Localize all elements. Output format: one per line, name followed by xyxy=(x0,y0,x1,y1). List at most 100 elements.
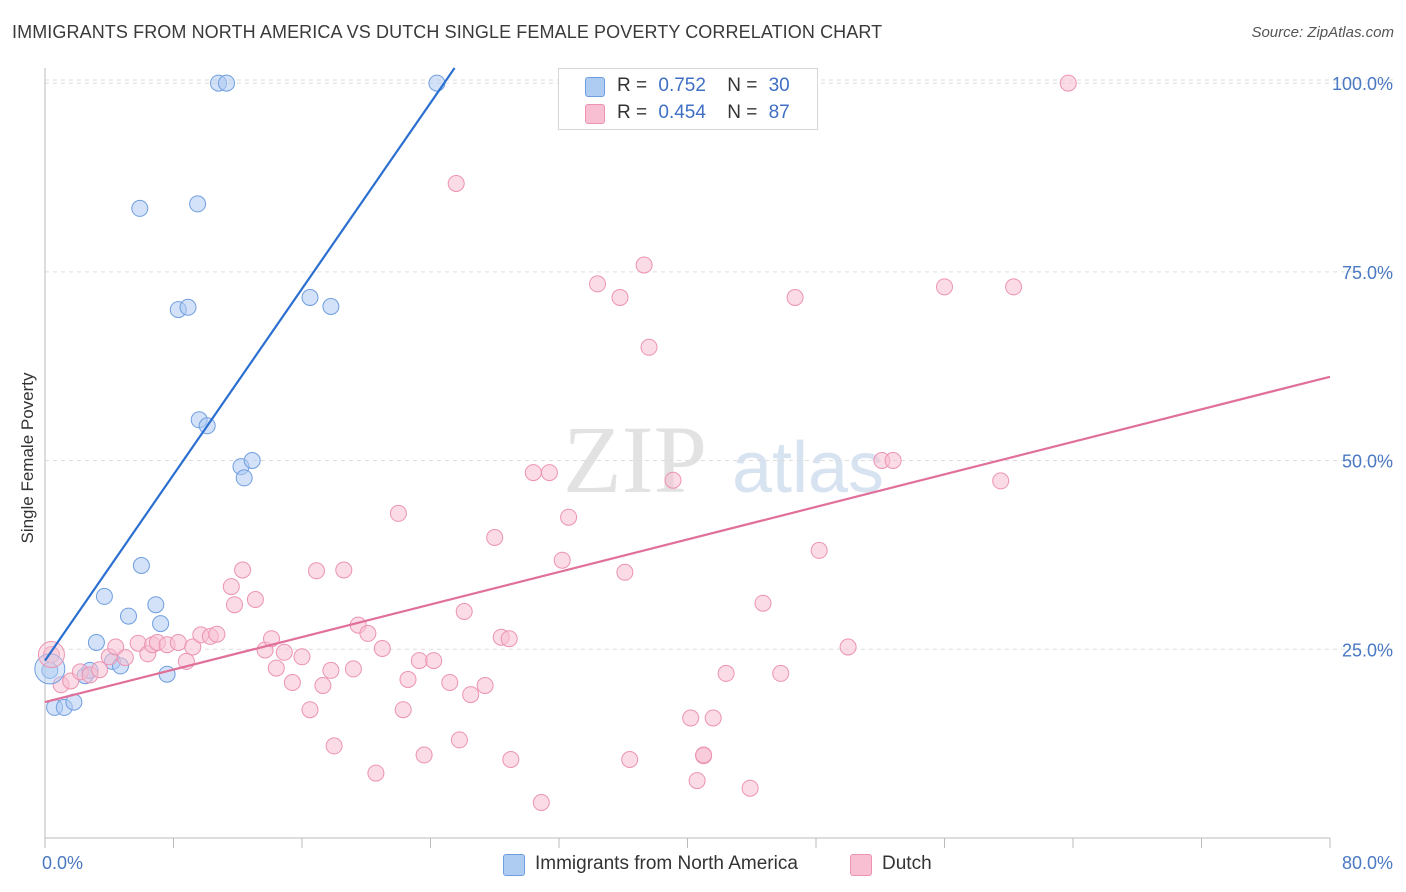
point-series2-43 xyxy=(399,671,417,688)
legend-r-value-series1: 0.752 xyxy=(658,75,706,96)
point-series1-6 xyxy=(87,634,105,651)
point-series2-58 xyxy=(540,464,558,482)
point-series2-14 xyxy=(169,634,187,651)
bottom-legend: Immigrants from North America Dutch xyxy=(0,852,1406,878)
point-cluster-series2 xyxy=(37,641,65,669)
point-series2-41 xyxy=(389,504,407,522)
point-series2-66 xyxy=(640,338,658,356)
point-series2-63 xyxy=(616,563,634,581)
point-series2-65 xyxy=(635,256,653,274)
point-series2-78 xyxy=(839,638,857,656)
point-series2-69 xyxy=(688,772,706,790)
point-series2-22 xyxy=(234,561,252,579)
point-series2-62 xyxy=(611,289,629,306)
point-series2-32 xyxy=(314,677,332,694)
point-series2-77 xyxy=(810,541,828,559)
point-series2-86 xyxy=(500,630,518,648)
point-series2-16 xyxy=(184,638,202,656)
point-series2-47 xyxy=(441,674,459,691)
bottom-legend-label-series1: Immigrants from North America xyxy=(535,853,798,874)
point-series2-76 xyxy=(786,289,804,306)
point-series2-56 xyxy=(524,464,542,482)
point-series2-7 xyxy=(107,638,125,656)
trend-line-series1 xyxy=(44,67,456,662)
legend-text-series1: R = 0.752 N = 30 xyxy=(617,75,790,97)
point-series1-16 xyxy=(189,195,207,213)
watermark-zip: ZIP xyxy=(563,406,707,513)
legend-n-value-series1: 30 xyxy=(768,75,790,96)
legend-r-value-series2: 0.454 xyxy=(658,102,706,123)
source-label: Source: ZipAtlas.com xyxy=(1251,24,1394,41)
legend-swatch-series2 xyxy=(585,104,605,124)
point-series2-75 xyxy=(772,664,790,682)
x-tick-label-0: 0.0% xyxy=(42,853,83,873)
point-series2-83 xyxy=(1059,74,1077,92)
point-series2-8 xyxy=(116,649,134,667)
point-series1-7 xyxy=(95,587,113,605)
point-series2-74 xyxy=(754,594,772,612)
legend-n-value-series2: 87 xyxy=(768,102,790,123)
point-series2-26 xyxy=(267,659,285,677)
point-series2-73 xyxy=(741,779,759,797)
point-series2-46 xyxy=(425,652,443,670)
point-series2-85 xyxy=(695,746,713,764)
point-series2-81 xyxy=(936,278,953,296)
chart-title: IMMIGRANTS FROM NORTH AMERICA VS DUTCH S… xyxy=(12,22,883,42)
point-series2-57 xyxy=(532,794,550,811)
point-series2-61 xyxy=(589,275,606,293)
legend-r-label: R = xyxy=(617,75,648,96)
point-series2-82 xyxy=(1005,278,1023,296)
y-tick-label-3: 100.0% xyxy=(1332,74,1393,94)
point-series1-26 xyxy=(301,289,319,306)
y-tick-label-1: 50.0% xyxy=(1342,452,1393,472)
point-series2-30 xyxy=(301,701,319,719)
point-series2-59 xyxy=(553,551,571,569)
point-series1-28 xyxy=(428,74,446,92)
point-series1-25 xyxy=(218,74,235,92)
point-series2-48 xyxy=(447,175,465,192)
point-series2-68 xyxy=(682,709,700,727)
bottom-legend-swatch-series1 xyxy=(503,854,525,876)
y-tick-labels: 25.0% 50.0% 75.0% 100.0% xyxy=(1332,74,1393,660)
point-series2-53 xyxy=(486,529,504,546)
point-series1-11 xyxy=(132,557,150,574)
point-series2-39 xyxy=(367,764,385,782)
point-series2-21 xyxy=(226,596,243,614)
point-series1-14 xyxy=(158,665,176,683)
legend: R = 0.752 N = 30 R = 0.454 N = 87 xyxy=(558,68,818,130)
point-series2-38 xyxy=(359,624,377,642)
y-tick-label-2: 75.0% xyxy=(1342,263,1393,283)
point-series1-22 xyxy=(235,469,253,487)
y-tick-label-0: 25.0% xyxy=(1342,640,1393,660)
point-series2-27 xyxy=(275,643,293,661)
point-series2-5 xyxy=(91,661,109,679)
point-series2-80 xyxy=(884,452,902,469)
point-series2-20 xyxy=(222,578,240,596)
trend-line-series2 xyxy=(44,375,1331,704)
point-series2-29 xyxy=(293,648,311,666)
point-series2-36 xyxy=(344,660,362,678)
point-series2-33 xyxy=(322,661,340,679)
point-series2-84 xyxy=(992,472,1010,490)
point-series2-34 xyxy=(325,737,343,755)
point-series1-23 xyxy=(243,452,261,469)
point-series1-27 xyxy=(322,298,340,315)
point-series2-50 xyxy=(455,603,473,620)
x-tick-label-1: 80.0% xyxy=(1342,853,1393,873)
point-series2-49 xyxy=(450,731,468,749)
point-series2-55 xyxy=(502,751,520,768)
x-tick-labels: 0.0% 80.0% xyxy=(42,853,1393,873)
point-series2-45 xyxy=(415,746,433,764)
bottom-legend-swatch-series2 xyxy=(850,854,872,876)
point-series1-18 xyxy=(179,298,197,316)
point-series2-31 xyxy=(308,562,325,580)
point-series1-12 xyxy=(147,596,165,614)
point-series1-10 xyxy=(120,607,137,625)
point-series2-19 xyxy=(208,625,226,643)
legend-text-series2: R = 0.454 N = 87 xyxy=(617,102,790,124)
point-series2-64 xyxy=(621,751,639,768)
legend-r-label: R = xyxy=(617,102,648,123)
bottom-legend-label-series2: Dutch xyxy=(882,853,932,874)
point-series2-60 xyxy=(560,508,578,526)
point-series2-28 xyxy=(283,674,301,691)
